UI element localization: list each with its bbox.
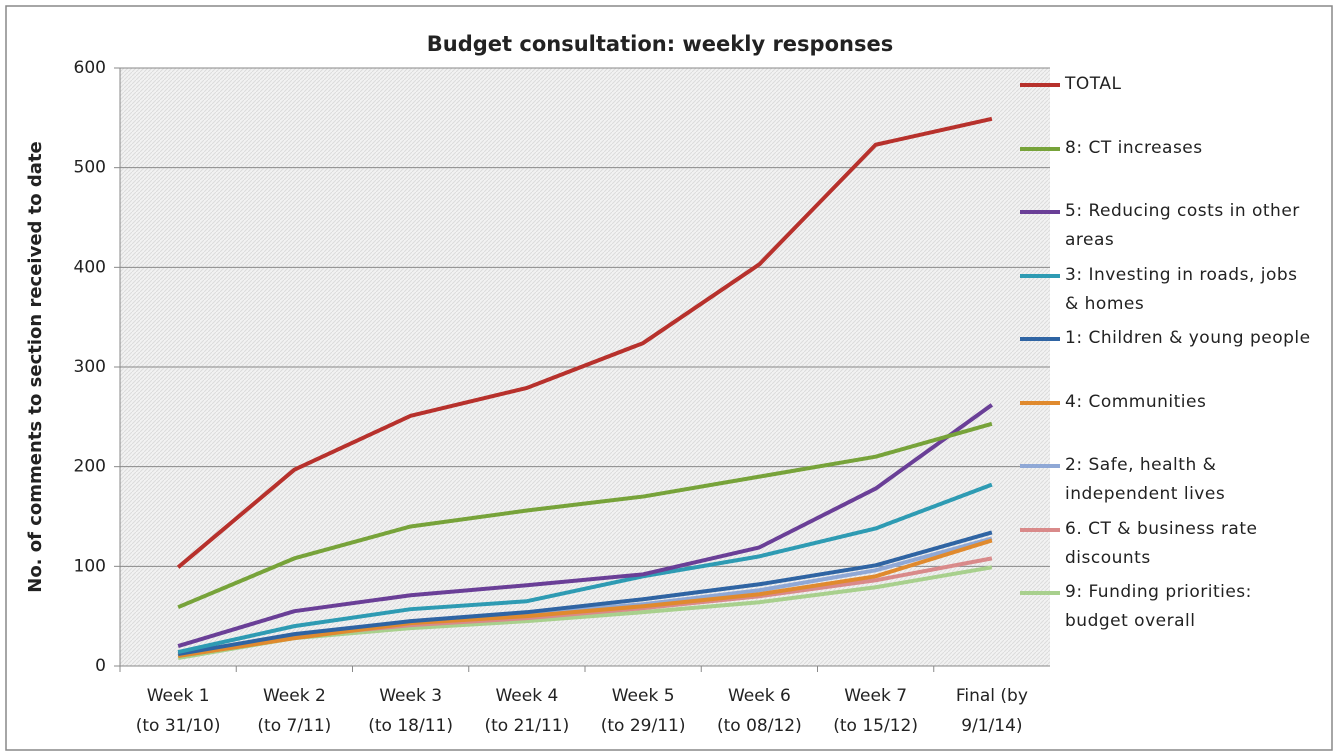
series-line — [177, 530, 993, 657]
y-tick-label: 300 — [74, 357, 106, 377]
legend-item: 9: Funding priorities: budget overall — [1020, 578, 1320, 642]
x-tick-label: Week 6 (to 08/12) — [717, 686, 802, 736]
legend: TOTAL 8: CT increases 5: Reducing costs in… — [1020, 70, 1320, 642]
legend-swatch — [1020, 83, 1060, 87]
y-axis-label: No. of comments to section received to d… — [25, 141, 46, 593]
series-line — [177, 482, 993, 654]
legend-label: 6. CT & business rate discounts — [1065, 518, 1258, 568]
legend-swatch — [1020, 464, 1060, 468]
x-tick-label: Week 5 (to 29/11) — [601, 686, 686, 736]
legend-label: 8: CT increases — [1065, 137, 1203, 158]
legend-label: 3: Investing in roads, jobs & homes — [1065, 264, 1298, 314]
x-tick-label: Week 4 (to 21/11) — [485, 686, 570, 736]
legend-swatch — [1020, 591, 1060, 595]
series-line — [177, 403, 994, 648]
legend-label: 5: Reducing costs in other areas — [1065, 201, 1300, 250]
series-line — [177, 538, 993, 659]
legend-item: 2: Safe, health & independent lives — [1020, 451, 1320, 515]
legend-item: 6. CT & business rate discounts — [1020, 515, 1320, 579]
legend-swatch — [1020, 337, 1060, 341]
legend-label: 2: Safe, health & independent lives — [1065, 455, 1226, 504]
y-tick-label: 600 — [74, 58, 106, 78]
y-tick-label: 500 — [74, 158, 106, 178]
series-line — [177, 421, 993, 610]
legend-label: 1: Children & young people — [1065, 328, 1311, 348]
legend-swatch — [1020, 210, 1060, 214]
y-tick-label: 100 — [74, 556, 106, 576]
legend-item: TOTAL — [1020, 70, 1320, 134]
legend-label: TOTAL — [1065, 74, 1122, 94]
legend-item: 3: Investing in roads, jobs & homes — [1020, 261, 1320, 325]
y-tick-label: 400 — [74, 257, 106, 277]
legend-item: 5: Reducing costs in other areas — [1020, 197, 1320, 261]
legend-item: 4: Communities — [1020, 388, 1320, 452]
legend-label: 9: Funding priorities: budget overall — [1065, 582, 1252, 631]
legend-swatch — [1020, 527, 1060, 532]
legend-label: 4: Communities — [1065, 391, 1207, 412]
x-tick-label: Week 1 (to 31/10) — [136, 686, 221, 736]
y-tick-label: 0 — [95, 656, 106, 676]
legend-swatch — [1020, 146, 1060, 151]
chart-title: Budget consultation: weekly responses — [427, 32, 893, 56]
x-tick-label: Week 7 (to 15/12) — [833, 686, 918, 736]
y-tick-label: 200 — [74, 457, 106, 477]
series-line — [176, 116, 993, 569]
legend-item: 8: CT increases — [1020, 134, 1320, 198]
legend-swatch — [1020, 400, 1060, 405]
x-tick-label: Week 3 (to 18/11) — [368, 686, 453, 736]
x-tick-label: Week 2 (to 7/11) — [257, 686, 331, 736]
x-tick-label: Final (by 9/1/14) — [956, 686, 1028, 736]
legend-item: 1: Children & young people — [1020, 324, 1320, 388]
legend-swatch — [1020, 273, 1060, 278]
